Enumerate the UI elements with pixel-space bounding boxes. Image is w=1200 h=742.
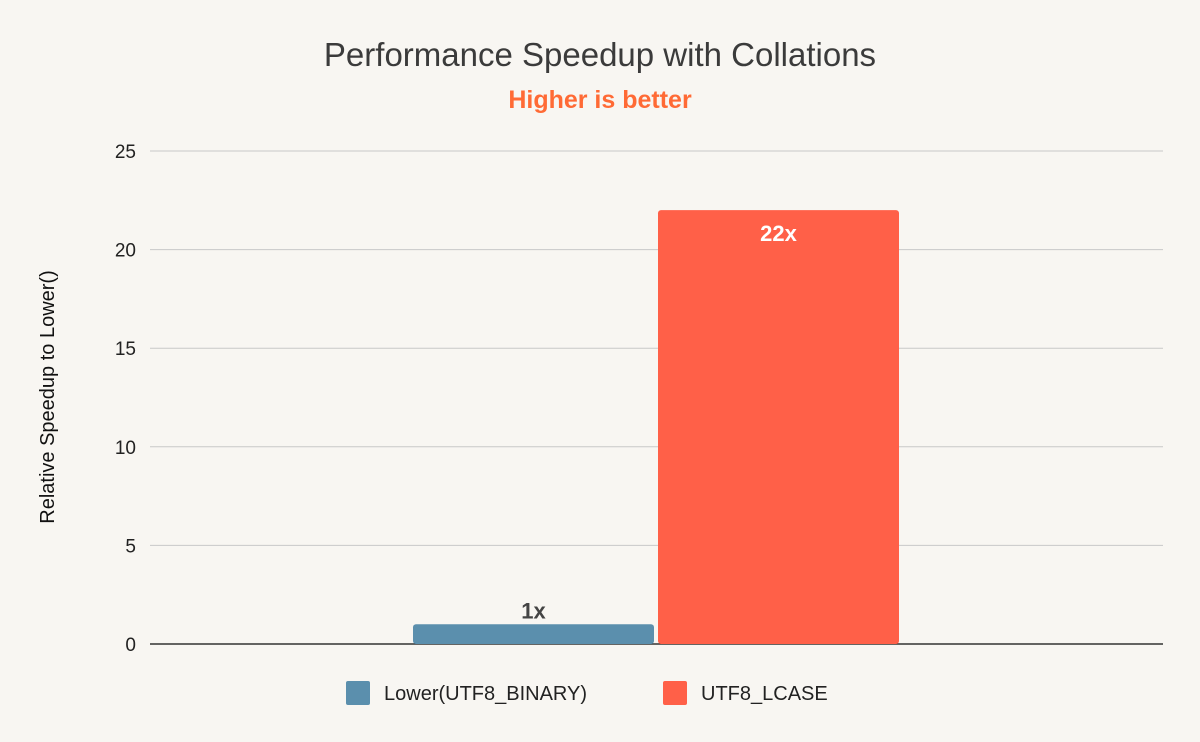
y-tick-label: 5: [125, 536, 136, 557]
y-tick-label: 20: [115, 241, 136, 262]
bar-data-label: 22x: [760, 221, 797, 246]
bar: [413, 624, 654, 644]
legend: Lower(UTF8_BINARY) UTF8_LCASE: [346, 681, 828, 705]
y-tick-labels: 0 5 10 15 20 25: [115, 142, 136, 656]
bar-data-label: 1x: [521, 598, 546, 623]
y-tick-label: 25: [115, 142, 136, 163]
legend-entry: Lower(UTF8_BINARY): [346, 681, 587, 705]
legend-swatch: [346, 681, 370, 705]
legend-label: UTF8_LCASE: [701, 683, 828, 705]
legend-label: Lower(UTF8_BINARY): [384, 683, 587, 705]
grid-lines: [150, 150, 1163, 645]
chart-subtitle: Higher is better: [508, 86, 692, 114]
chart-title: Performance Speedup with Collations: [324, 36, 876, 73]
y-tick-label: 0: [125, 635, 136, 656]
y-tick-label: 10: [115, 438, 136, 459]
y-tick-label: 15: [115, 339, 136, 360]
y-axis-title: Relative Speedup to Lower(): [37, 270, 59, 523]
bar: [658, 210, 899, 644]
legend-entry: UTF8_LCASE: [663, 681, 828, 705]
bar-data-labels: 1x 22x: [521, 221, 797, 623]
legend-swatch: [663, 681, 687, 705]
bars: [413, 210, 899, 644]
